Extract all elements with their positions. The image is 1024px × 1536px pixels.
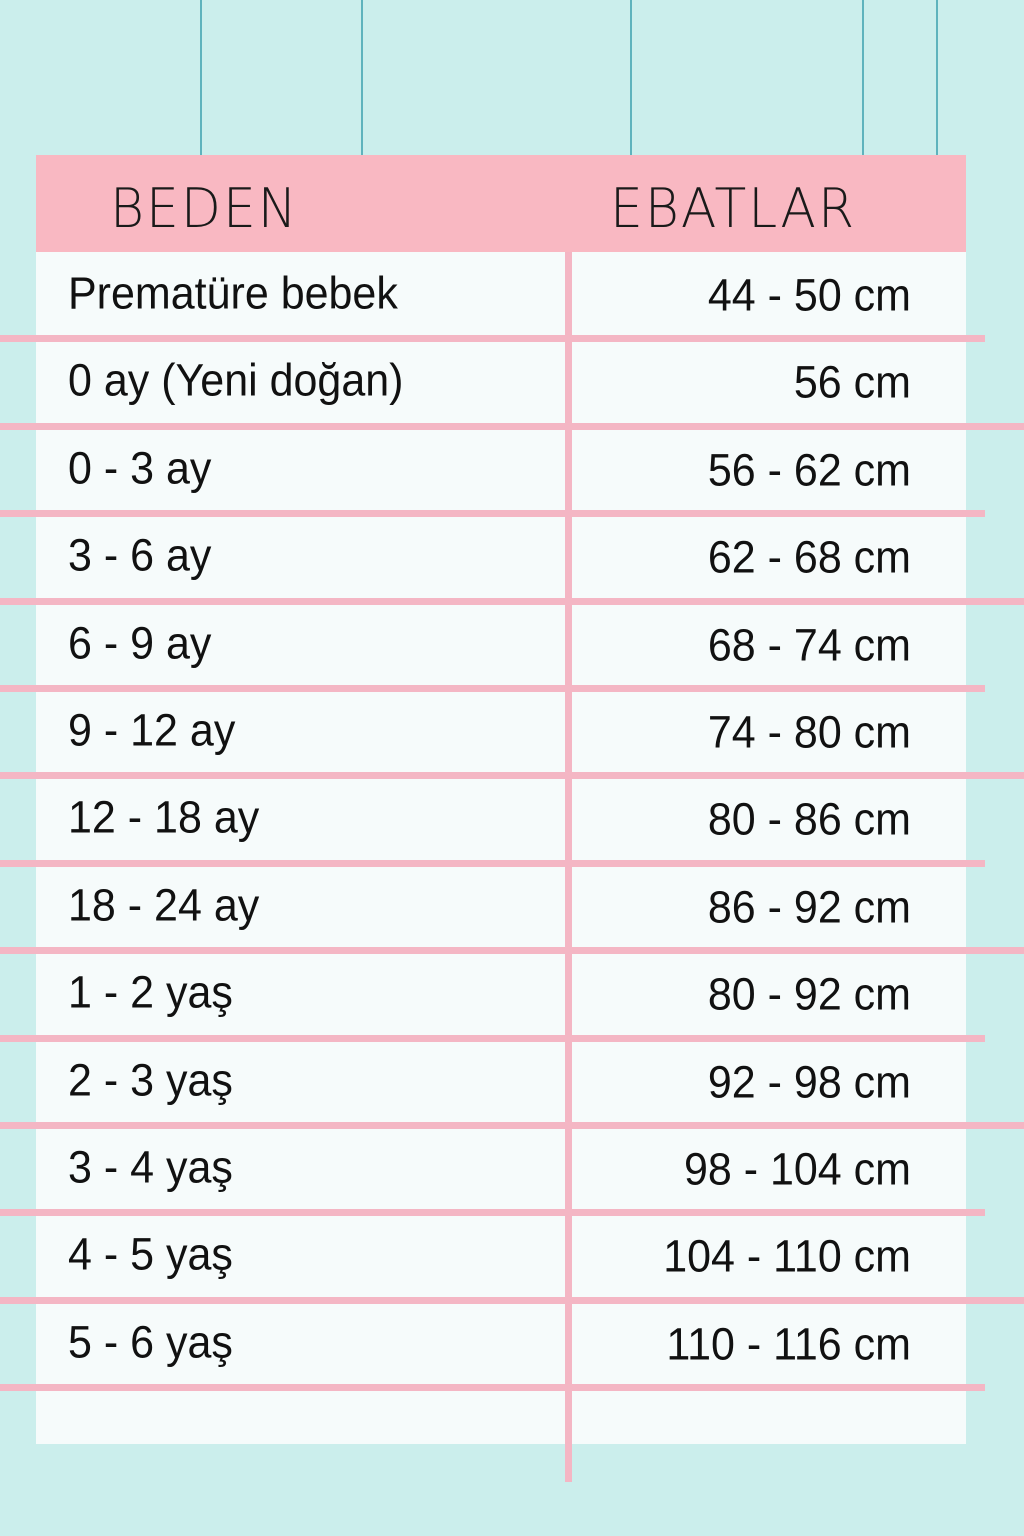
size-cell: 2 - 3 yaş (68, 1055, 233, 1106)
row-separator (0, 1034, 985, 1042)
size-cell: 18 - 24 ay (68, 880, 260, 931)
table-row: 1 - 2 yaş 80 - 92 cm (36, 951, 966, 1038)
dimension-cell: 110 - 116 cm (666, 1319, 911, 1370)
header-dimensions: EBATLAR (610, 177, 857, 241)
dimension-cell: 104 - 110 cm (663, 1232, 911, 1283)
table-row: 9 - 12 ay 74 - 80 cm (36, 689, 966, 776)
table-row: 5 - 6 yaş 110 - 116 cm (36, 1301, 966, 1388)
dimension-cell: 56 cm (793, 358, 911, 409)
size-cell: 0 ay (Yeni doğan) (68, 356, 404, 407)
hanging-string (936, 0, 938, 155)
row-separator (0, 859, 985, 867)
dimension-cell: 62 - 68 cm (707, 532, 911, 584)
hanging-string (862, 0, 864, 155)
size-cell: 12 - 18 ay (68, 793, 260, 844)
table-row: 0 - 3 ay 56 - 62 cm (36, 427, 966, 514)
row-separator (0, 947, 1024, 955)
dimension-cell: 68 - 74 cm (707, 620, 911, 671)
row-separator (0, 510, 985, 518)
hanging-string (200, 0, 202, 155)
size-cell: 5 - 6 yaş (68, 1317, 233, 1368)
dimension-cell: 98 - 104 cm (683, 1144, 911, 1196)
row-separator (0, 1384, 985, 1392)
size-cell: Prematüre bebek (68, 268, 398, 320)
row-separator (0, 685, 985, 692)
table-row: 3 - 6 ay 62 - 68 cm (36, 514, 966, 601)
table-row: 4 - 5 yaş 104 - 110 cm (36, 1213, 966, 1300)
dimension-cell: 74 - 80 cm (707, 707, 911, 759)
table-row: 18 - 24 ay 86 - 92 cm (36, 864, 966, 951)
dimension-cell: 80 - 92 cm (707, 969, 911, 1021)
size-cell: 4 - 5 yaş (68, 1230, 233, 1281)
row-separator (0, 1296, 1024, 1304)
table-header: BEDEN EBATLAR (36, 155, 966, 252)
row-separator (0, 597, 1024, 605)
size-cell: 3 - 4 yaş (68, 1142, 233, 1194)
row-separator (0, 422, 1024, 430)
header-size: BEDEN (110, 177, 299, 241)
size-cell: 9 - 12 ay (68, 705, 236, 757)
row-separator (0, 1209, 985, 1217)
hanging-string (630, 0, 632, 155)
dimension-cell: 92 - 98 cm (707, 1057, 911, 1108)
size-cell: 3 - 6 ay (68, 530, 212, 582)
size-chart-panel (36, 155, 966, 1444)
row-separator (0, 335, 985, 343)
hanging-string (361, 0, 363, 155)
dimension-cell: 56 - 62 cm (707, 445, 911, 496)
table-row: 0 ay (Yeni doğan) 56 cm (36, 339, 966, 426)
table-row: 2 - 3 yaş 92 - 98 cm (36, 1039, 966, 1126)
row-separator (0, 1122, 1024, 1129)
size-cell: 6 - 9 ay (68, 618, 212, 669)
size-cell: 1 - 2 yaş (68, 967, 233, 1019)
row-separator (0, 772, 1024, 780)
dimension-cell: 86 - 92 cm (707, 882, 911, 933)
table-row: 3 - 4 yaş 98 - 104 cm (36, 1126, 966, 1213)
table-row: 6 - 9 ay 68 - 74 cm (36, 602, 966, 689)
size-cell: 0 - 3 ay (68, 443, 212, 494)
table-row: Prematüre bebek 44 - 50 cm (36, 252, 966, 339)
column-divider (565, 252, 572, 1482)
dimension-cell: 44 - 50 cm (707, 270, 911, 322)
table-row: 12 - 18 ay 80 - 86 cm (36, 776, 966, 863)
dimension-cell: 80 - 86 cm (707, 795, 911, 846)
